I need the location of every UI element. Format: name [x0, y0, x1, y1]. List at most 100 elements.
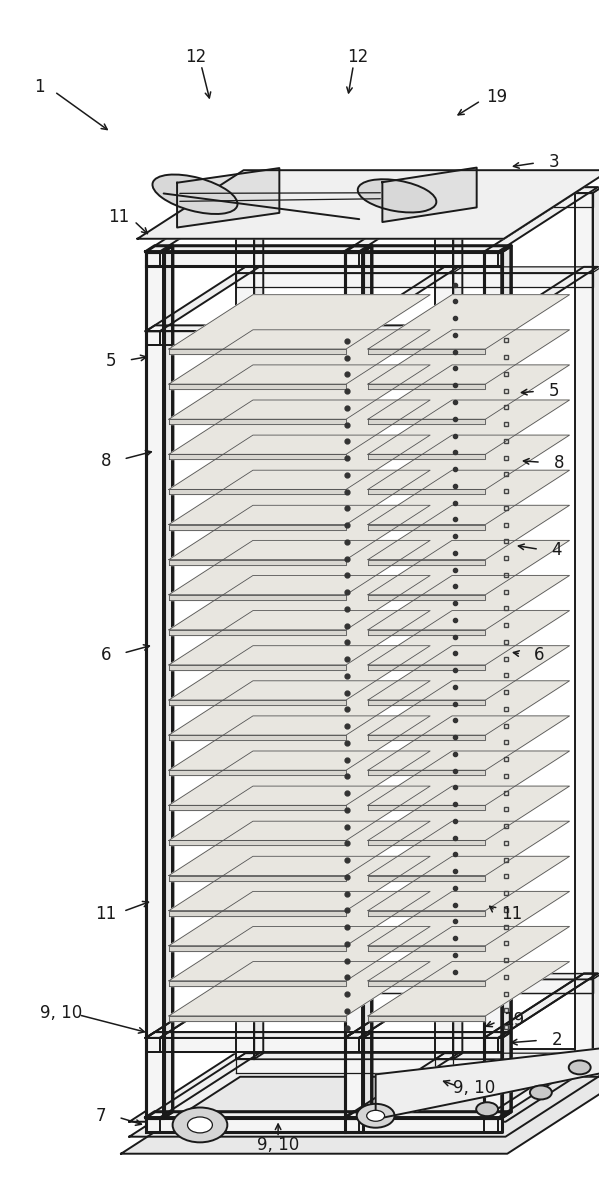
- Polygon shape: [169, 349, 346, 353]
- Polygon shape: [169, 576, 430, 630]
- Polygon shape: [453, 187, 463, 1059]
- Polygon shape: [345, 1038, 502, 1052]
- Polygon shape: [368, 489, 485, 494]
- Ellipse shape: [530, 1085, 552, 1100]
- Polygon shape: [345, 246, 511, 251]
- Polygon shape: [345, 1053, 458, 1117]
- Polygon shape: [368, 665, 485, 670]
- Polygon shape: [169, 927, 430, 981]
- Polygon shape: [169, 700, 346, 704]
- Polygon shape: [345, 973, 458, 1038]
- Polygon shape: [236, 979, 453, 994]
- Polygon shape: [376, 1048, 600, 1119]
- Polygon shape: [368, 576, 569, 630]
- Polygon shape: [146, 973, 259, 1038]
- Polygon shape: [146, 1038, 160, 1052]
- Polygon shape: [164, 246, 173, 1117]
- Polygon shape: [169, 559, 346, 564]
- Polygon shape: [368, 891, 569, 946]
- Polygon shape: [236, 979, 453, 994]
- Polygon shape: [368, 610, 569, 665]
- Polygon shape: [368, 646, 569, 700]
- Polygon shape: [169, 946, 346, 951]
- Polygon shape: [169, 506, 430, 559]
- Polygon shape: [368, 910, 485, 915]
- Text: 11: 11: [502, 904, 523, 922]
- Polygon shape: [169, 436, 430, 489]
- Ellipse shape: [358, 180, 436, 213]
- Polygon shape: [169, 857, 430, 910]
- Polygon shape: [368, 927, 569, 981]
- Polygon shape: [146, 1038, 363, 1052]
- Polygon shape: [146, 246, 372, 251]
- Polygon shape: [146, 251, 160, 265]
- Polygon shape: [146, 1032, 372, 1038]
- Polygon shape: [236, 1059, 453, 1073]
- Polygon shape: [169, 751, 430, 806]
- Polygon shape: [484, 331, 498, 345]
- Polygon shape: [368, 595, 485, 600]
- Polygon shape: [368, 981, 485, 985]
- Polygon shape: [146, 251, 164, 1117]
- Polygon shape: [146, 251, 164, 1117]
- Ellipse shape: [152, 175, 238, 214]
- Polygon shape: [169, 365, 430, 419]
- Polygon shape: [345, 1111, 511, 1117]
- Polygon shape: [169, 910, 346, 915]
- Text: 5: 5: [548, 382, 559, 400]
- Polygon shape: [368, 876, 485, 881]
- Polygon shape: [436, 979, 593, 994]
- Polygon shape: [368, 681, 569, 735]
- Polygon shape: [164, 246, 173, 1117]
- Polygon shape: [169, 419, 346, 424]
- Polygon shape: [129, 1050, 600, 1122]
- Polygon shape: [236, 193, 254, 1059]
- Polygon shape: [146, 251, 363, 265]
- Polygon shape: [169, 489, 346, 494]
- Polygon shape: [345, 1038, 359, 1052]
- Polygon shape: [169, 400, 430, 455]
- Polygon shape: [484, 187, 598, 251]
- Polygon shape: [169, 540, 430, 595]
- Polygon shape: [368, 436, 569, 489]
- Polygon shape: [368, 349, 485, 353]
- Polygon shape: [236, 267, 463, 273]
- Polygon shape: [236, 187, 463, 193]
- Text: 5: 5: [106, 352, 116, 370]
- Polygon shape: [436, 273, 593, 287]
- Polygon shape: [368, 384, 485, 389]
- Polygon shape: [345, 331, 502, 345]
- Polygon shape: [137, 170, 600, 239]
- Polygon shape: [169, 330, 430, 384]
- Polygon shape: [254, 187, 263, 1059]
- Polygon shape: [169, 681, 430, 735]
- Polygon shape: [363, 246, 372, 1117]
- Text: 19: 19: [487, 88, 508, 106]
- Polygon shape: [484, 973, 598, 1038]
- Polygon shape: [363, 246, 372, 1117]
- Ellipse shape: [357, 1104, 395, 1128]
- Polygon shape: [368, 400, 569, 455]
- Ellipse shape: [188, 1117, 212, 1133]
- Text: 12: 12: [185, 49, 206, 67]
- Polygon shape: [169, 646, 430, 700]
- Polygon shape: [368, 295, 569, 349]
- Polygon shape: [236, 193, 453, 207]
- Polygon shape: [484, 1038, 498, 1052]
- Polygon shape: [502, 246, 511, 1117]
- Text: 9, 10: 9, 10: [453, 1078, 496, 1097]
- Text: 7: 7: [95, 1107, 106, 1125]
- Polygon shape: [169, 716, 430, 770]
- Polygon shape: [169, 630, 346, 634]
- Polygon shape: [345, 251, 363, 1117]
- Text: 8: 8: [554, 453, 564, 471]
- Polygon shape: [368, 735, 485, 740]
- Polygon shape: [484, 251, 502, 1117]
- Text: 4: 4: [551, 541, 562, 559]
- Text: 12: 12: [347, 49, 368, 67]
- Polygon shape: [169, 962, 430, 1016]
- Polygon shape: [146, 1111, 372, 1117]
- Polygon shape: [169, 525, 346, 530]
- Polygon shape: [345, 1032, 511, 1038]
- Polygon shape: [484, 973, 598, 1038]
